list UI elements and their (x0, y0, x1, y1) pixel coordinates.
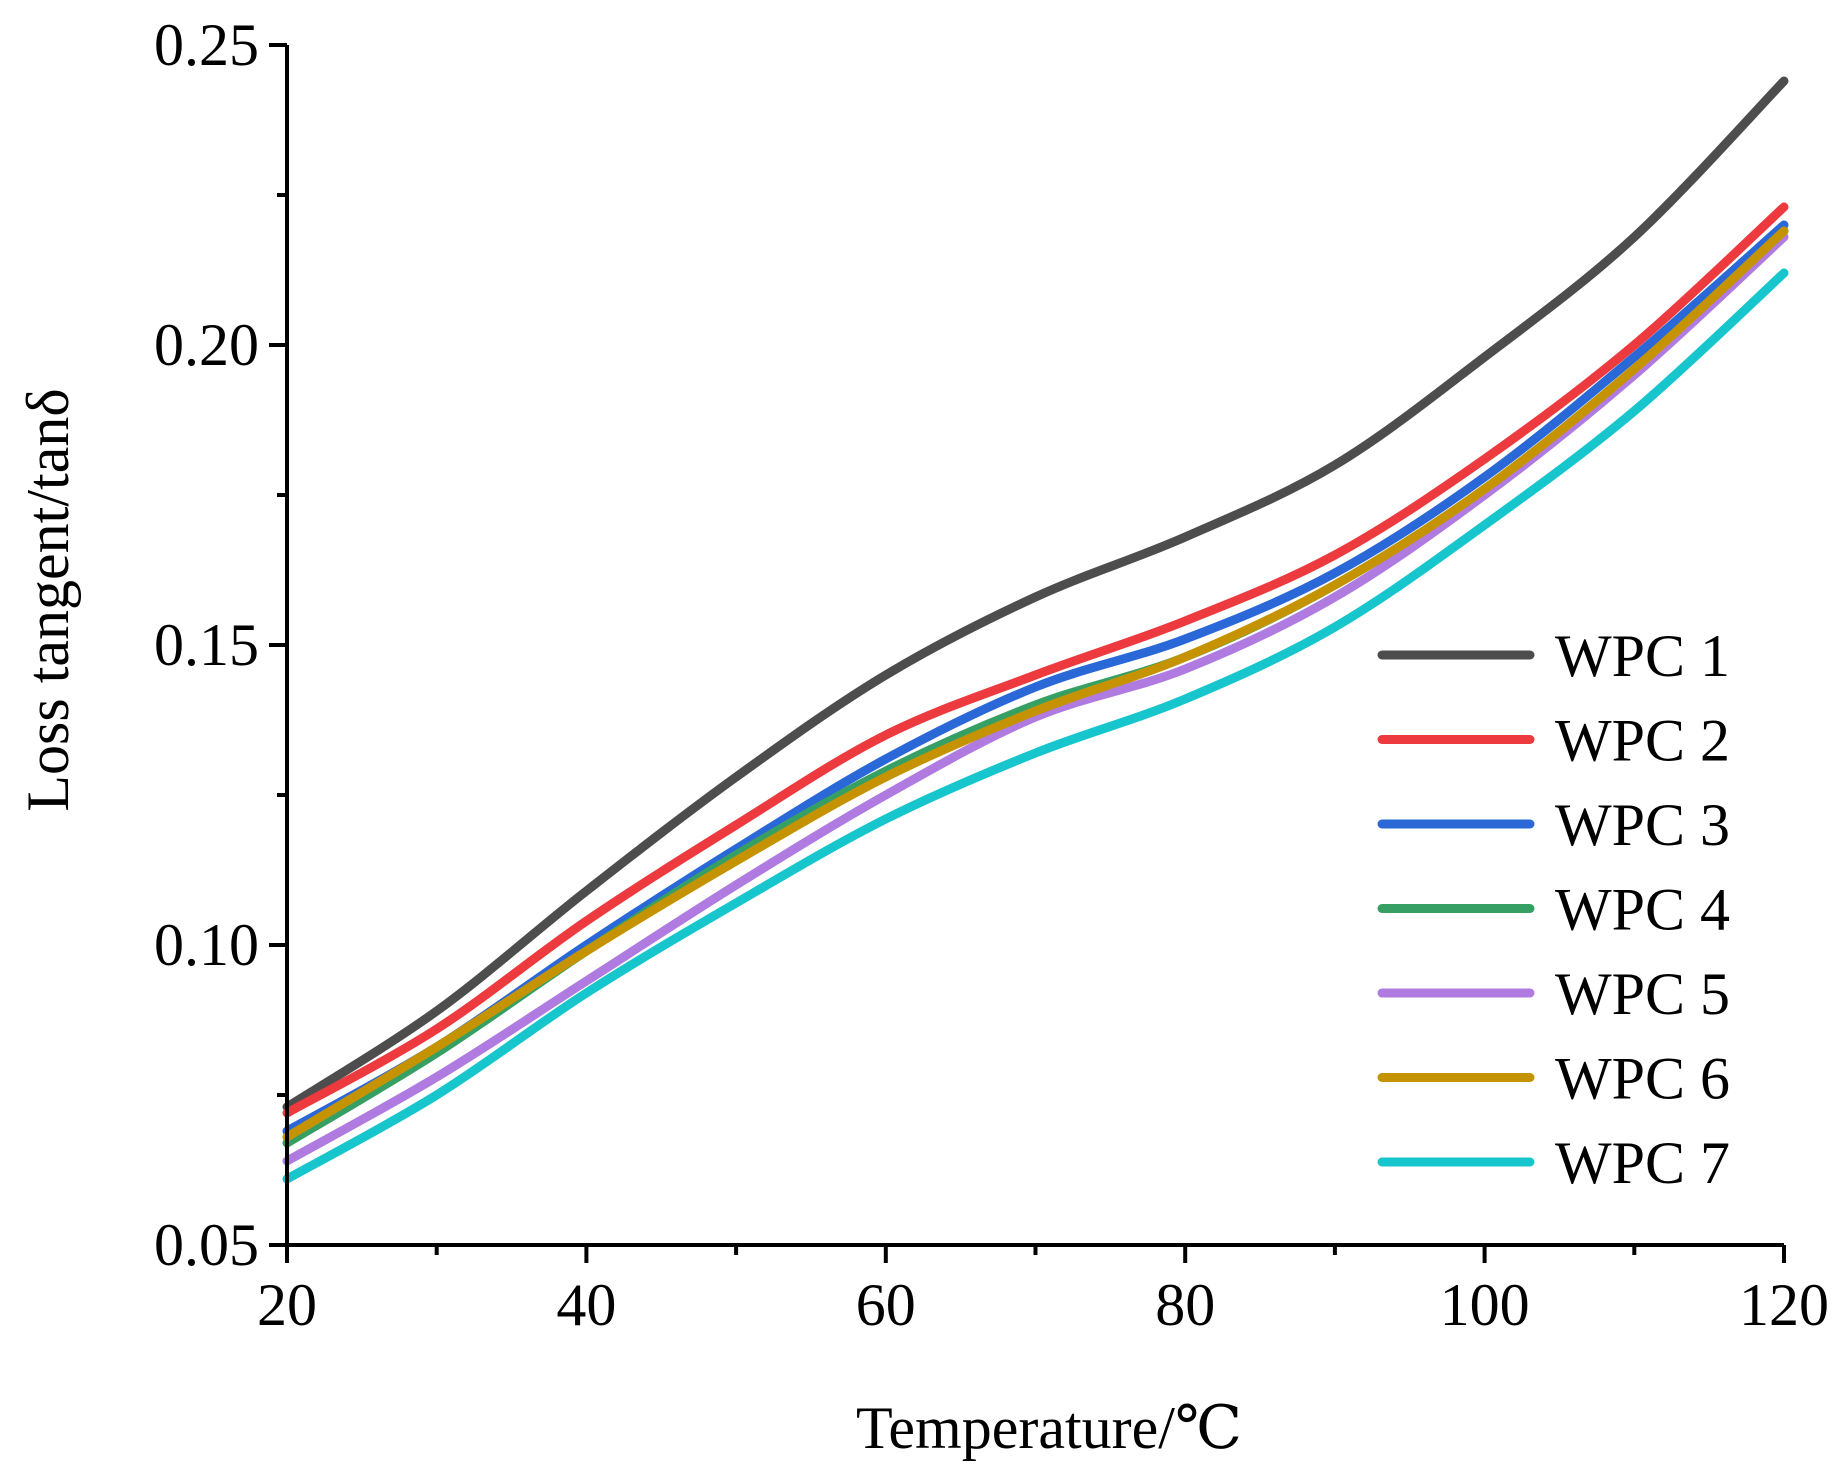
ticks-layer: 20 40 60 80 100 120 0.05 0.10 0.15 0.20 0.25 (154, 12, 1829, 1338)
x-tick-label: 20 (257, 1272, 317, 1338)
series-line-2 (282, 202, 1789, 1118)
legend-label-7: WPC 7 (1555, 1130, 1730, 1196)
series-line-7 (282, 268, 1789, 1184)
y-tick-label: 0.25 (154, 12, 259, 78)
series-line-1 (282, 76, 1789, 1112)
legend-label-4: WPC 4 (1555, 877, 1730, 943)
series-line-6 (282, 226, 1789, 1142)
legend: WPC 1 WPC 2 WPC 3 WPC 4 WPC 5 WPC 6 WPC 7 (1377, 623, 1730, 1196)
legend-label-1: WPC 1 (1555, 623, 1730, 689)
legend-label-2: WPC 2 (1555, 708, 1730, 774)
y-tick-label: 0.05 (154, 1212, 259, 1278)
y-tick-label: 0.15 (154, 612, 259, 678)
y-tick-label: 0.10 (154, 912, 259, 978)
legend-label-3: WPC 3 (1555, 792, 1730, 858)
y-tick-label: 0.20 (154, 312, 259, 378)
x-tick-label: 120 (1739, 1272, 1829, 1338)
x-tick-label: 60 (856, 1272, 916, 1338)
y-axis-title: Loss tangent/tanδ (15, 388, 81, 811)
legend-label-6: WPC 6 (1555, 1046, 1730, 1112)
x-axis-title: Temperature/℃ (856, 1395, 1242, 1461)
x-tick-label: 100 (1440, 1272, 1530, 1338)
x-tick-label: 40 (556, 1272, 616, 1338)
series-layer (282, 76, 1789, 1184)
legend-label-5: WPC 5 (1555, 961, 1730, 1027)
x-tick-label: 80 (1155, 1272, 1215, 1338)
